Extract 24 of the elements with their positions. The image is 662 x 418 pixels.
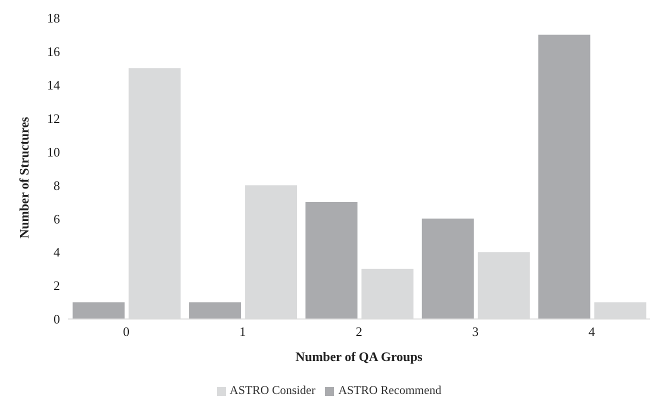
y-tick-label: 2 bbox=[54, 278, 60, 294]
bar bbox=[189, 302, 242, 319]
y-tick-label: 18 bbox=[47, 10, 60, 26]
bar bbox=[422, 218, 474, 319]
y-tick-label: 14 bbox=[47, 78, 60, 93]
x-tick-label: 4 bbox=[588, 324, 596, 340]
y-tick-label: 16 bbox=[47, 44, 60, 60]
bar bbox=[538, 34, 590, 319]
y-tick-label: 12 bbox=[47, 110, 60, 126]
x-tick-label: 1 bbox=[239, 324, 246, 340]
x-tick-label: 0 bbox=[122, 324, 130, 340]
x-tick-label: 3 bbox=[472, 324, 479, 340]
legend-label: ASTRO Consider bbox=[230, 383, 316, 397]
bar bbox=[305, 202, 358, 319]
y-axis-title: Number of Structures bbox=[16, 116, 32, 238]
bar bbox=[72, 302, 125, 319]
y-tick-label: 4 bbox=[54, 244, 60, 260]
x-tick-label: 2 bbox=[356, 324, 362, 340]
y-tick-label: 6 bbox=[54, 211, 60, 226]
legend-label: ASTRO Recommend bbox=[338, 383, 442, 397]
y-tick-label: 10 bbox=[47, 144, 60, 160]
y-tick-label: 0 bbox=[54, 312, 60, 327]
y-tick-label: 8 bbox=[54, 178, 60, 193]
x-axis-title: Number of QA Groups bbox=[295, 349, 423, 364]
